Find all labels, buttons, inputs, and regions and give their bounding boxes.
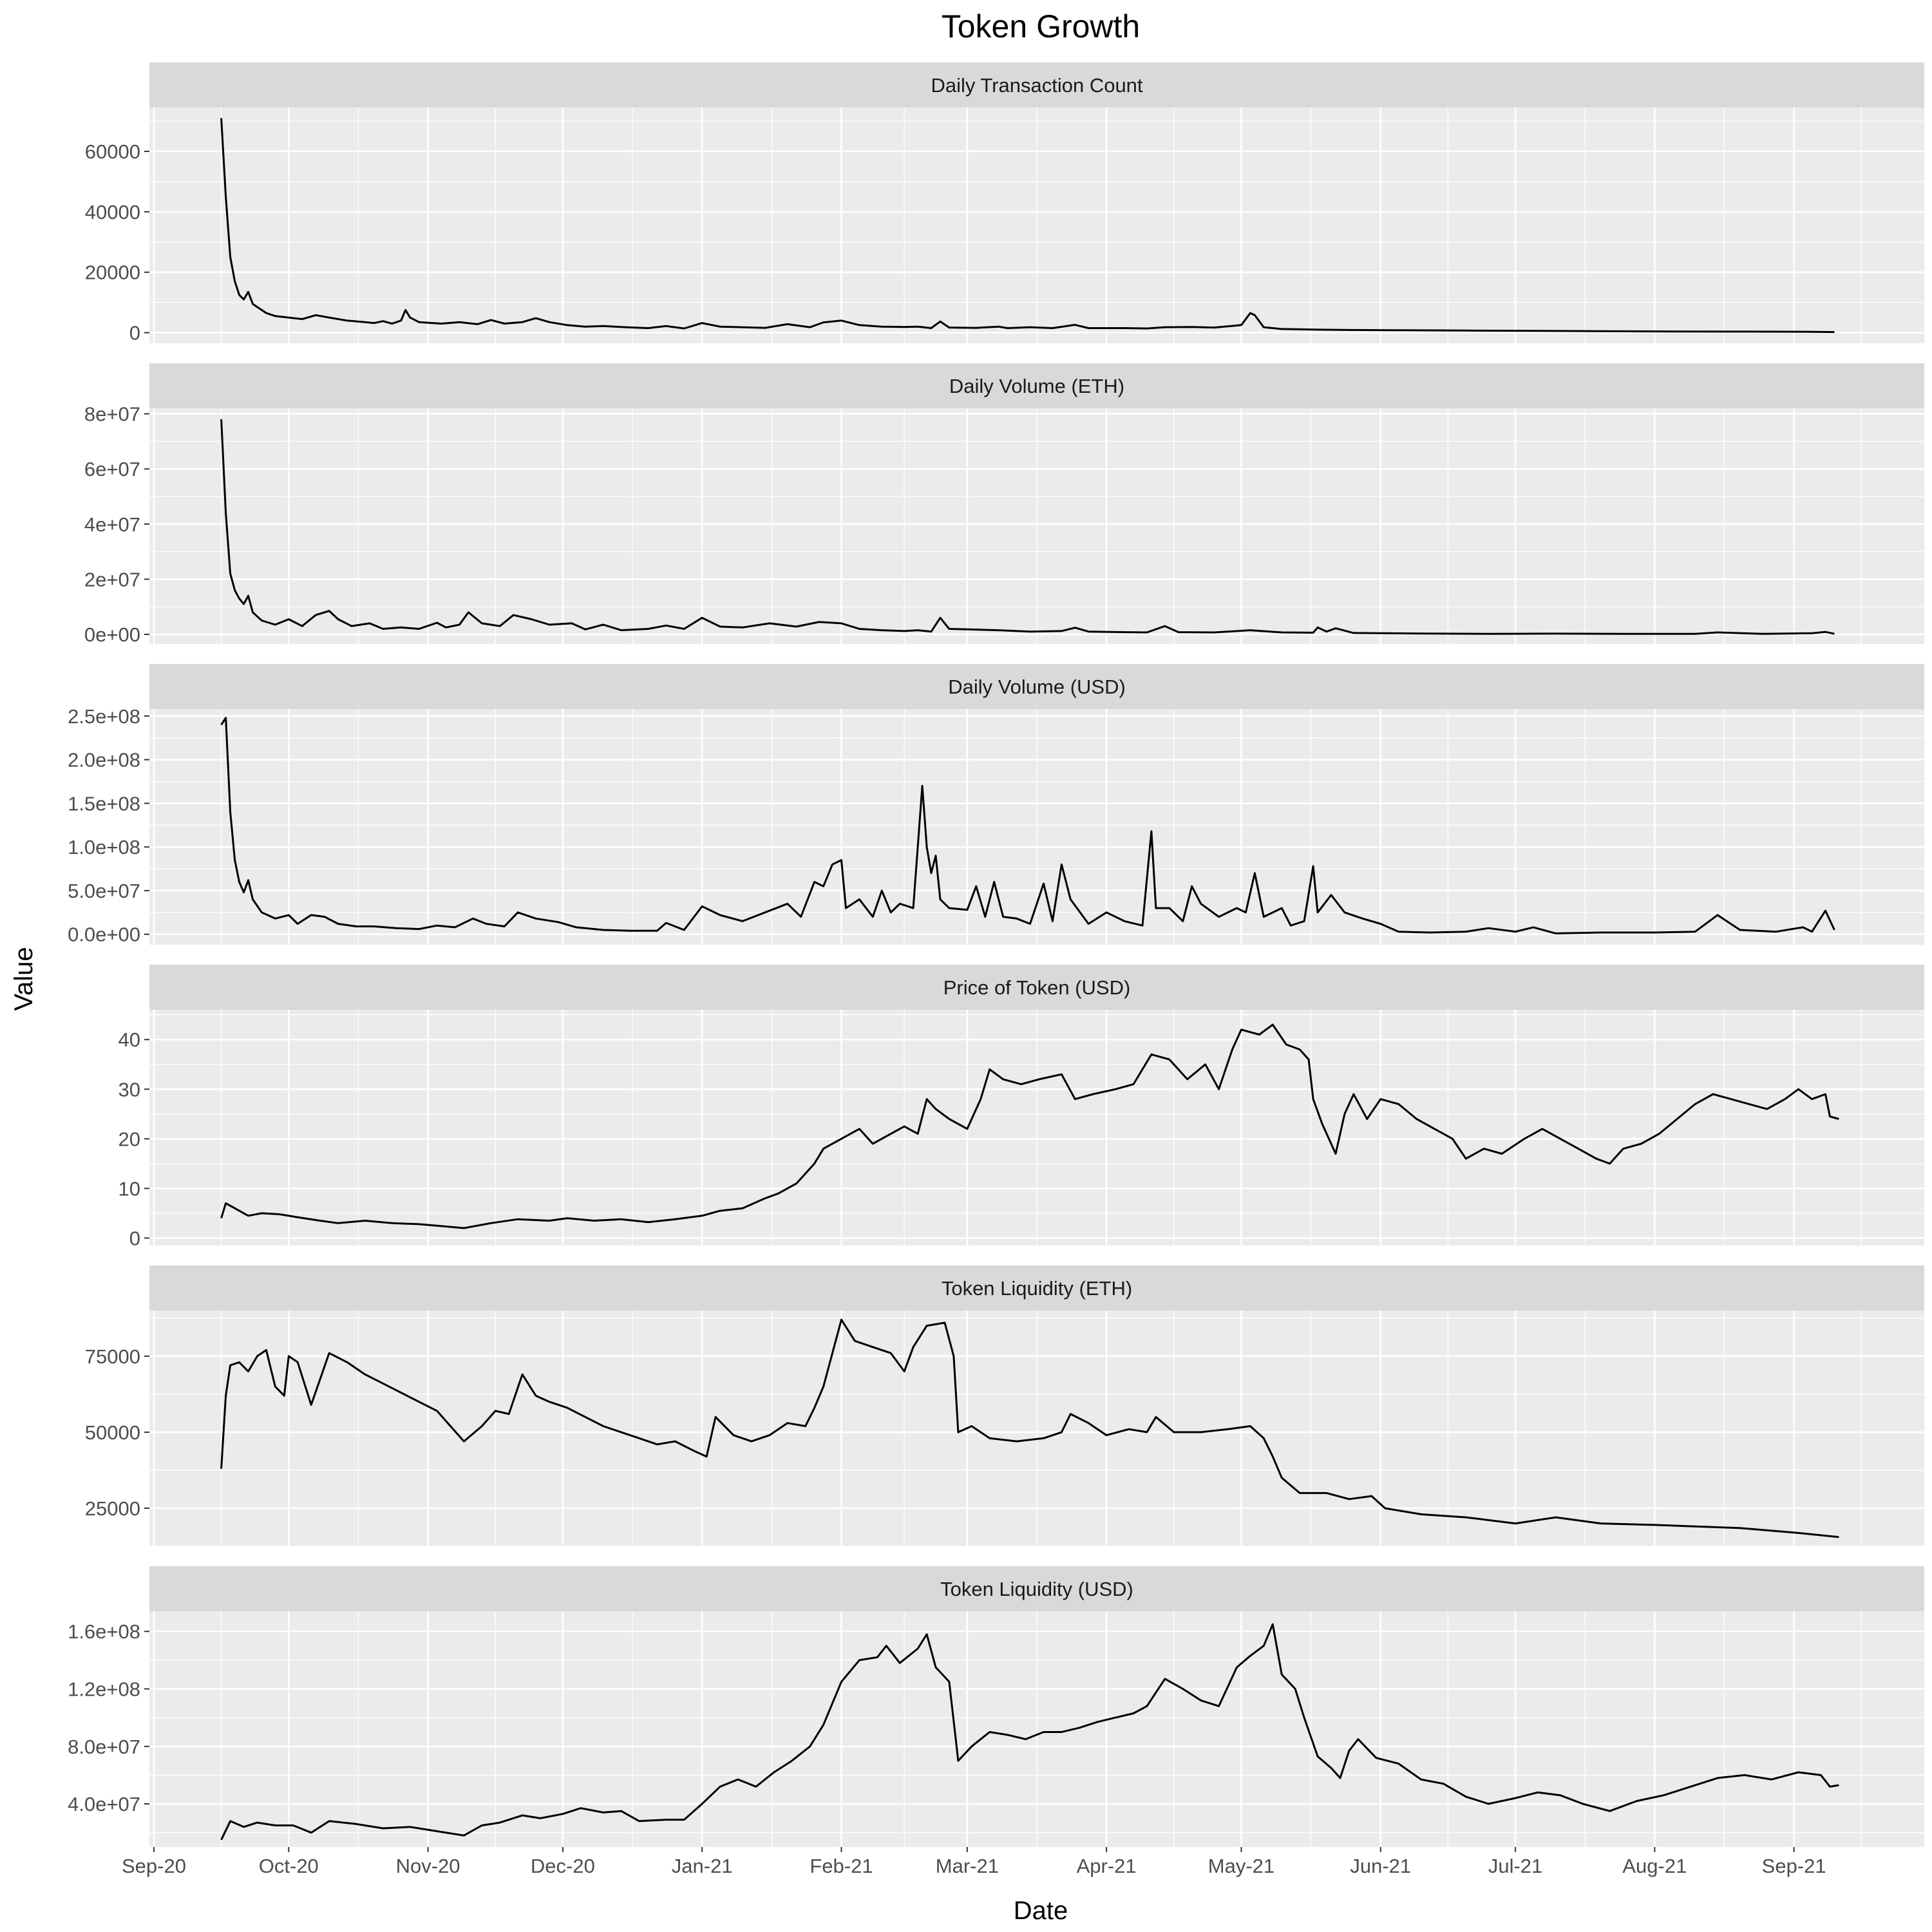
panel-3: Price of Token (USD) 0 10 20 30 40: [118, 965, 1924, 1249]
x-tick-label: Feb-21: [810, 1855, 873, 1877]
y-axis-title: Value: [10, 947, 38, 1010]
x-tick-label: Aug-21: [1622, 1855, 1687, 1877]
x-tick-label: Jun-21: [1350, 1855, 1411, 1877]
x-tick-label: Jul-21: [1488, 1855, 1542, 1877]
y-tick-label: 6e+07: [84, 458, 140, 480]
x-tick-label: Sep-20: [122, 1855, 186, 1877]
facet-panels: Daily Transaction Count0200004000060000D…: [68, 62, 1924, 1847]
y-tick-label: 1.2e+08: [68, 1678, 140, 1701]
y-tick-label: 5.0e+07: [68, 880, 140, 902]
y-tick-label: 10: [118, 1177, 140, 1200]
series-line: [220, 1318, 1839, 1539]
x-tick-label: Jan-21: [672, 1855, 733, 1877]
y-tick-label: 0e+00: [84, 623, 140, 646]
x-tick-label: Apr-21: [1077, 1855, 1137, 1877]
y-tick-label: 1.0e+08: [68, 836, 140, 858]
y-tick-label: 30: [118, 1078, 140, 1101]
y-tick-label: 0.0e+00: [68, 923, 140, 946]
y-tick-label: 4e+07: [84, 513, 140, 536]
y-tick-label: 1.5e+08: [68, 792, 140, 815]
y-tick-label: 2e+07: [84, 568, 140, 591]
panel-1: Daily Volume (ETH) 0e+00 2e+07 4e+07 6e+07 8e…: [84, 363, 1924, 646]
x-tick-label: Nov-20: [396, 1855, 460, 1877]
panel-5: Token Liquidity (USD) 4.0e+07 8.0e+07 1.2e+…: [68, 1566, 1924, 1847]
x-tick-label: May-21: [1208, 1855, 1274, 1877]
y-tick-label: 60000: [85, 140, 140, 163]
y-tick-label: 2.5e+08: [68, 705, 140, 728]
series-line: [220, 717, 1835, 934]
x-tick-label: Oct-20: [259, 1855, 319, 1877]
panel-0: Daily Transaction Count 0 20000 40000 60000: [85, 62, 1924, 345]
y-tick-label: 2.0e+08: [68, 749, 140, 772]
y-tick-label: 75000: [85, 1345, 140, 1368]
y-tick-label: 8.0e+07: [68, 1736, 140, 1758]
y-tick-label: 20: [118, 1128, 140, 1150]
x-axis-title: Date: [1014, 1897, 1068, 1925]
y-tick-label: 40: [118, 1028, 140, 1051]
x-tick-label: Dec-20: [531, 1855, 595, 1877]
facet-strip: [149, 1566, 1924, 1611]
y-tick-label: 20000: [85, 261, 140, 284]
facet-strip-label: Price of Token (USD): [943, 976, 1131, 999]
y-tick-label: 0: [129, 1227, 140, 1249]
series-line: [220, 1023, 1839, 1229]
x-tick-label: Sep-21: [1762, 1855, 1826, 1877]
x-axis: Sep-20 Oct-20 Nov-20 Dec-20 Jan-21 Feb-21 Mar-…: [122, 1847, 1826, 1877]
y-tick-label: 4.0e+07: [68, 1793, 140, 1815]
y-tick-label: 40000: [85, 201, 140, 223]
facet-strip: [149, 363, 1924, 408]
panel-4: Token Liquidity (ETH) 25000 50000 75000: [85, 1265, 1924, 1547]
y-tick-label: 25000: [85, 1497, 140, 1520]
facet-strip-label: Daily Volume (ETH): [949, 375, 1124, 397]
chart-title: Token Growth: [942, 8, 1140, 44]
y-tick-label: 8e+07: [84, 403, 140, 426]
facet-strip-label: Token Liquidity (ETH): [942, 1277, 1132, 1300]
series-line: [220, 1623, 1839, 1841]
series-line: [220, 118, 1835, 334]
facet-strip: [149, 664, 1924, 709]
x-tick-label: Mar-21: [936, 1855, 999, 1877]
panel-2: Daily Volume (USD) 0.0e+00 5.0e+07 1.0e+08 1…: [68, 664, 1924, 946]
y-tick-label: 50000: [85, 1421, 140, 1444]
facet-strip-label: Daily Transaction Count: [931, 74, 1142, 97]
facet-strip-label: Daily Volume (USD): [948, 676, 1126, 698]
facet-strip: [149, 62, 1924, 108]
facet-strip: [149, 1265, 1924, 1311]
series-line: [220, 419, 1835, 635]
facet-strip-label: Token Liquidity (USD): [940, 1578, 1133, 1600]
y-tick-label: 1.6e+08: [68, 1620, 140, 1643]
facet-strip: [149, 965, 1924, 1010]
y-tick-label: 0: [129, 322, 140, 345]
